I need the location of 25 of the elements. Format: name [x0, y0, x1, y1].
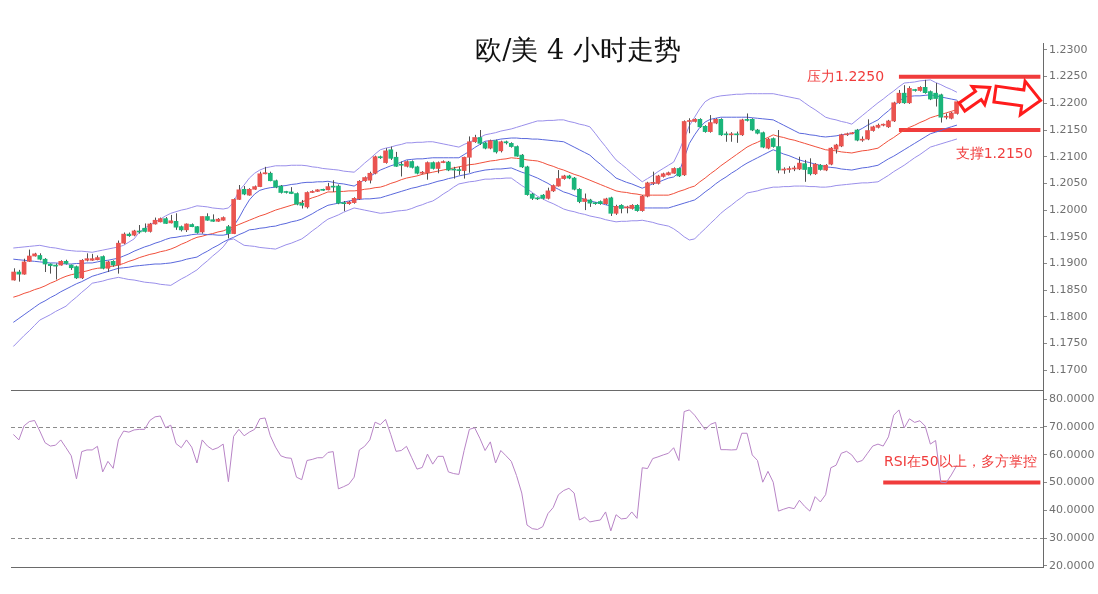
y-tick-label: 70.0000 [1049, 419, 1095, 433]
y-tick-label: 1.1800 [1049, 309, 1088, 323]
y-tick-label: 60.0000 [1049, 447, 1095, 461]
y-tick-label: 1.2250 [1049, 69, 1088, 83]
annotation: 支撑1.2150 [955, 144, 1033, 161]
y-tick-label: 1.1850 [1049, 283, 1088, 297]
y-tick-label: 1.1750 [1049, 336, 1088, 350]
annotation: 压力1.2250 [807, 67, 885, 84]
y-tick-label: 1.2050 [1049, 176, 1088, 190]
y-tick-label: 1.2150 [1049, 122, 1088, 136]
y-tick-label: 1.1950 [1049, 229, 1088, 243]
y-tick-label: 50.0000 [1049, 475, 1095, 489]
y-tick-label: 1.2000 [1049, 202, 1088, 216]
annotation: RSI在50以上，多方掌控 [884, 453, 1037, 470]
y-tick-label: 1.2200 [1049, 96, 1088, 110]
y-tick-label: 1.1900 [1049, 256, 1088, 270]
chart-title: 欧/美 4 小时走势 [475, 34, 681, 66]
y-tick-label: 1.2100 [1049, 149, 1088, 163]
candlestick [79, 258, 85, 280]
y-tick-label: 80.0000 [1049, 391, 1095, 405]
y-tick-label: 20.0000 [1049, 558, 1095, 572]
y-tick-label: 30.0000 [1049, 530, 1095, 544]
y-tick-label: 40.0000 [1049, 503, 1095, 517]
y-tick-label: 1.2300 [1049, 42, 1088, 56]
y-tick-label: 1.1700 [1049, 363, 1088, 377]
